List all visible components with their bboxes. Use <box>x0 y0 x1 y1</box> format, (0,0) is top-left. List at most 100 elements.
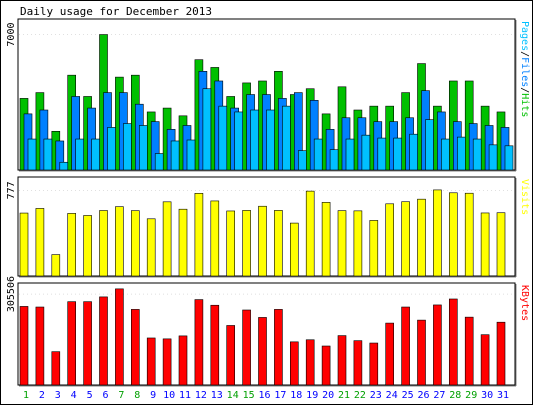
bar-pages-day-3 <box>59 161 69 171</box>
x-tick-label-day-12: 12 <box>195 390 207 401</box>
bar-pages-day-23 <box>377 137 387 171</box>
x-tick-label-day-4: 4 <box>71 390 77 401</box>
x-tick-label-day-24: 24 <box>386 390 398 401</box>
bar-kbytes-day-29 <box>464 316 474 386</box>
bar-pages-day-28 <box>456 136 466 171</box>
x-tick-label-day-8: 8 <box>134 390 140 401</box>
bar-kbytes-day-31 <box>496 321 506 386</box>
legend-entry-visits-0: Visits <box>519 179 530 215</box>
bar-kbytes-day-5 <box>83 301 92 386</box>
bar-kbytes-day-15 <box>242 309 251 386</box>
bar-pages-day-17 <box>282 105 291 171</box>
bar-kbytes-day-4 <box>67 301 76 386</box>
bar-pages-day-24 <box>393 137 403 171</box>
bar-pages-day-12 <box>202 88 212 171</box>
bar-kbytes-day-18 <box>289 341 299 386</box>
bar-kbytes-day-10 <box>162 338 172 386</box>
x-tick-label-day-6: 6 <box>102 390 108 401</box>
bar-visits-day-27 <box>433 189 442 277</box>
bar-visits-day-17 <box>274 210 283 277</box>
bar-kbytes-day-11 <box>178 335 188 386</box>
x-tick-label-day-7: 7 <box>118 390 124 401</box>
bar-pages-day-2 <box>43 138 53 171</box>
bar-kbytes-day-16 <box>258 317 267 386</box>
legend-entry-hits-files-pages-0: Pages <box>519 21 530 51</box>
bar-visits-day-30 <box>480 212 490 277</box>
bar-kbytes-day-28 <box>448 298 458 386</box>
panel-hits-files-pages-max-label: 7000 <box>6 22 17 46</box>
bar-visits-day-31 <box>496 212 506 277</box>
x-tick-label-day-1: 1 <box>23 390 29 401</box>
bar-kbytes-day-21 <box>337 335 347 386</box>
bar-pages-day-20 <box>329 149 339 171</box>
panel-kbytes-max-label: 305506 <box>6 276 17 312</box>
x-tick-label-day-26: 26 <box>417 390 429 401</box>
legend-entry-hits-files-pages-1: / <box>519 51 530 57</box>
bar-pages-day-9 <box>154 153 164 171</box>
bar-visits-day-8 <box>131 210 140 277</box>
panel-kbytes-legend: KBytes <box>519 285 530 321</box>
bar-kbytes-day-23 <box>369 342 379 386</box>
bar-kbytes-day-30 <box>480 334 490 386</box>
bar-kbytes-day-13 <box>210 304 220 386</box>
x-tick-label-day-19: 19 <box>306 390 318 401</box>
bar-visits-day-20 <box>321 202 331 277</box>
bar-visits-day-24 <box>385 203 395 277</box>
bar-visits-day-28 <box>448 192 458 277</box>
bar-visits-day-25 <box>401 201 410 277</box>
bar-pages-day-27 <box>441 138 450 171</box>
bar-kbytes-day-9 <box>146 337 156 386</box>
bar-kbytes-day-3 <box>51 351 61 386</box>
x-tick-label-day-30: 30 <box>481 390 493 401</box>
bar-visits-day-22 <box>353 210 363 277</box>
panel-visits-max-label: 777 <box>6 181 17 199</box>
chart-title: Daily usage for December 2013 <box>20 5 212 18</box>
x-tick-label-day-11: 11 <box>179 390 191 401</box>
bar-pages-day-7 <box>123 123 132 171</box>
bar-kbytes-day-1 <box>19 306 29 386</box>
bar-visits-day-11 <box>178 208 188 277</box>
x-tick-label-day-3: 3 <box>55 390 61 401</box>
legend-entry-hits-files-pages-4: Hits <box>519 93 530 117</box>
legend-entry-hits-files-pages-3: / <box>519 87 530 93</box>
x-tick-label-day-28: 28 <box>449 390 461 401</box>
bar-pages-day-31 <box>504 145 514 171</box>
legend-entry-kbytes-0: KBytes <box>519 285 530 321</box>
bar-pages-day-1 <box>27 138 37 171</box>
panel-hits-files-pages-legend: Pages/Files/Hits <box>519 21 530 117</box>
bar-visits-day-1 <box>19 212 29 277</box>
bar-visits-day-13 <box>210 200 220 277</box>
bar-pages-day-29 <box>472 138 482 171</box>
bar-visits-day-4 <box>67 213 76 277</box>
bar-visits-day-14 <box>226 210 235 277</box>
bar-visits-day-3 <box>51 254 61 277</box>
x-tick-label-day-15: 15 <box>243 390 255 401</box>
bar-visits-day-2 <box>35 208 45 277</box>
x-tick-label-day-29: 29 <box>465 390 477 401</box>
bar-kbytes-day-19 <box>305 339 315 386</box>
x-tick-label-day-9: 9 <box>150 390 156 401</box>
bar-visits-day-7 <box>115 206 124 277</box>
x-tick-label-day-5: 5 <box>87 390 93 401</box>
bar-visits-day-16 <box>258 205 267 277</box>
bar-pages-day-6 <box>107 127 116 171</box>
bar-kbytes-day-7 <box>115 288 124 386</box>
x-tick-label-day-20: 20 <box>322 390 334 401</box>
bar-pages-day-30 <box>488 144 498 171</box>
bar-visits-day-12 <box>194 193 204 277</box>
bar-kbytes-day-8 <box>131 309 140 386</box>
bar-pages-day-15 <box>250 109 259 171</box>
x-tick-label-day-27: 27 <box>433 390 445 401</box>
bar-kbytes-day-12 <box>194 299 204 386</box>
bar-visits-day-5 <box>83 215 92 277</box>
bar-kbytes-day-27 <box>433 304 442 386</box>
bar-pages-day-14 <box>234 111 243 171</box>
x-tick-label-day-18: 18 <box>290 390 302 401</box>
x-tick-label-day-16: 16 <box>258 390 270 401</box>
x-tick-label-day-21: 21 <box>338 390 350 401</box>
bar-pages-day-26 <box>425 119 434 171</box>
x-tick-label-day-23: 23 <box>370 390 382 401</box>
bar-kbytes-day-14 <box>226 325 235 386</box>
